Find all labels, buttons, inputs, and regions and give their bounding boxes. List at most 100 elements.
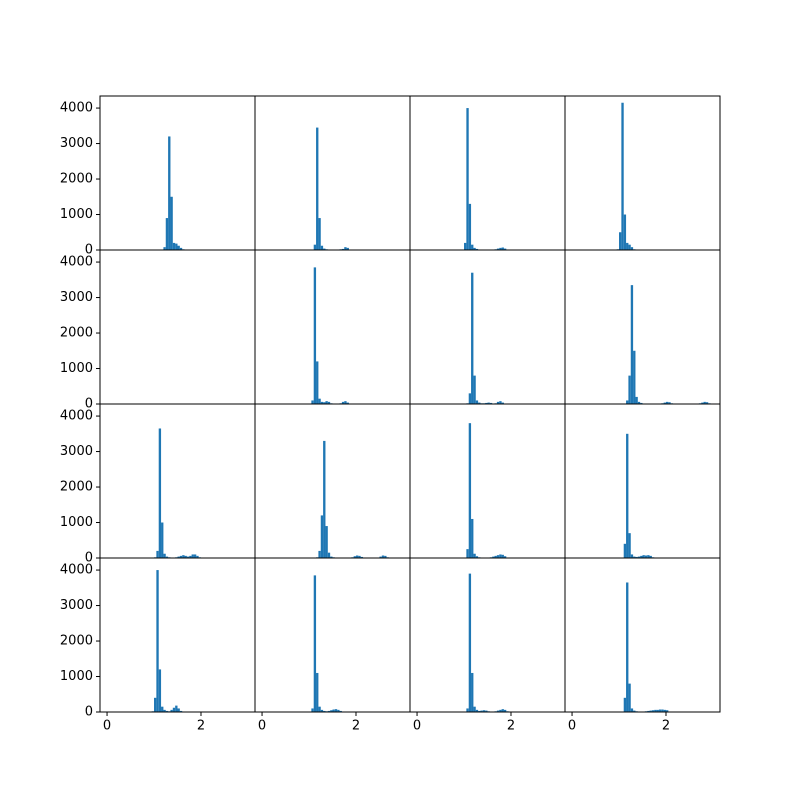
- bar: [468, 573, 472, 712]
- bar: [196, 555, 199, 558]
- y-tick-label: 0: [85, 705, 93, 720]
- y-tick-label: 0: [85, 243, 93, 258]
- y-tick-label: 3000: [60, 290, 93, 305]
- bar: [496, 401, 500, 404]
- bar: [630, 285, 634, 404]
- bar: [379, 556, 382, 558]
- y-tick-label: 1000: [60, 515, 93, 530]
- bar: [656, 709, 659, 712]
- x-tick-label: 2: [352, 719, 360, 734]
- bar: [468, 393, 472, 404]
- x-tick-label: 2: [662, 719, 670, 734]
- bar: [158, 669, 162, 712]
- bar: [485, 402, 488, 404]
- bar: [320, 515, 324, 558]
- bar: [341, 248, 345, 250]
- bar: [503, 248, 507, 250]
- y-tick-label: 0: [85, 397, 93, 412]
- bar: [344, 247, 347, 250]
- bar: [471, 244, 474, 250]
- bar: [647, 555, 650, 558]
- bar: [186, 556, 190, 558]
- bar: [158, 428, 162, 558]
- bar: [189, 555, 192, 558]
- axes-frame: [99, 557, 256, 713]
- bar: [640, 555, 643, 558]
- bar: [318, 398, 321, 404]
- bar: [346, 402, 349, 404]
- bar: [489, 402, 493, 404]
- bar: [179, 710, 183, 712]
- bar: [661, 709, 664, 712]
- axes-frame: [99, 95, 256, 251]
- bar: [323, 440, 326, 558]
- x-tick-label: 0: [568, 719, 576, 734]
- bar: [619, 232, 622, 250]
- bar: [478, 710, 481, 712]
- bar: [642, 555, 645, 558]
- bar: [468, 203, 472, 250]
- bar: [339, 710, 342, 712]
- bar: [496, 248, 500, 250]
- bar: [471, 272, 474, 404]
- bar: [154, 697, 157, 712]
- bar: [320, 709, 324, 712]
- bar: [316, 127, 319, 250]
- bar: [649, 555, 652, 558]
- bar: [501, 402, 504, 404]
- bar: [628, 533, 631, 558]
- bar: [503, 556, 507, 558]
- bar: [353, 556, 356, 558]
- bar: [323, 710, 326, 712]
- bar: [637, 556, 641, 558]
- axes-frame: [564, 249, 721, 405]
- bar: [381, 555, 385, 558]
- y-tick-label: 4000: [60, 255, 93, 270]
- bar: [177, 556, 180, 558]
- bar: [478, 402, 481, 404]
- bar: [344, 401, 347, 404]
- axes-frame: [564, 557, 721, 713]
- bar: [172, 242, 176, 250]
- bar: [168, 136, 171, 250]
- bar: [318, 550, 321, 558]
- bar: [637, 401, 641, 404]
- axes-frame: [409, 95, 566, 251]
- axes-frame: [99, 249, 256, 405]
- bar: [501, 247, 504, 250]
- axes-frame: [99, 403, 256, 559]
- x-tick-label: 0: [258, 719, 266, 734]
- bar: [175, 705, 178, 712]
- bar: [635, 556, 638, 558]
- bar: [623, 214, 627, 250]
- bar: [480, 710, 483, 712]
- bar: [318, 706, 321, 712]
- bar: [482, 710, 486, 712]
- bar: [179, 555, 183, 558]
- bar: [499, 709, 502, 712]
- bar: [337, 709, 340, 712]
- bar: [630, 554, 634, 558]
- bar: [170, 709, 173, 712]
- x-tick-label: 2: [197, 719, 205, 734]
- axes-frame: [564, 403, 721, 559]
- bar: [316, 672, 319, 712]
- bar: [626, 400, 629, 404]
- bar: [466, 708, 469, 712]
- bar: [628, 244, 631, 250]
- bar: [475, 709, 479, 712]
- bar: [355, 555, 359, 558]
- bar: [320, 401, 324, 404]
- bar: [499, 247, 502, 250]
- bar: [668, 402, 671, 404]
- bar: [501, 709, 504, 712]
- bar: [665, 401, 669, 404]
- bar: [313, 575, 317, 712]
- axes-frame: [564, 95, 721, 251]
- bar: [492, 556, 495, 558]
- x-tick-label: 0: [103, 719, 111, 734]
- bar: [384, 555, 387, 558]
- bar: [640, 402, 643, 404]
